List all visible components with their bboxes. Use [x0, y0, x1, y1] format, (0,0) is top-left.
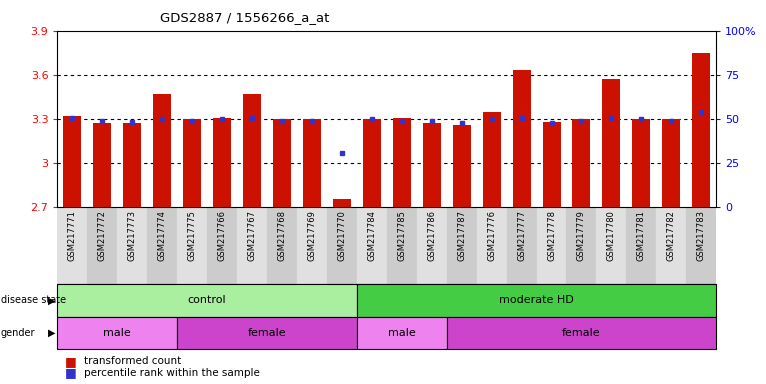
Bar [93, 123, 111, 207]
Bar [177, 317, 357, 349]
Text: moderate HD: moderate HD [499, 295, 574, 306]
Text: GSM217777: GSM217777 [517, 210, 526, 261]
Text: GSM217778: GSM217778 [547, 210, 556, 261]
Bar [327, 207, 357, 284]
Text: GSM217784: GSM217784 [368, 210, 376, 260]
Text: gender: gender [1, 328, 35, 338]
Text: ■: ■ [65, 355, 77, 368]
Text: GSM217769: GSM217769 [307, 210, 316, 260]
Bar [183, 119, 201, 207]
Bar [663, 119, 680, 207]
Bar [297, 207, 327, 284]
Text: GSM217776: GSM217776 [487, 210, 496, 261]
Bar [393, 118, 411, 207]
Text: female: female [247, 328, 286, 338]
Bar [602, 79, 620, 207]
Bar [656, 207, 686, 284]
Bar [207, 207, 237, 284]
Text: GSM217773: GSM217773 [128, 210, 137, 261]
Text: GDS2887 / 1556266_a_at: GDS2887 / 1556266_a_at [160, 12, 330, 25]
Bar [177, 207, 207, 284]
Text: ▶: ▶ [48, 328, 56, 338]
Bar [417, 207, 447, 284]
Bar [447, 207, 476, 284]
Bar [476, 207, 506, 284]
Bar [423, 123, 440, 207]
Text: GSM217768: GSM217768 [277, 210, 286, 261]
Bar [483, 112, 501, 207]
Bar [692, 53, 710, 207]
Bar [303, 119, 321, 207]
Text: GSM217766: GSM217766 [218, 210, 227, 261]
Bar [357, 207, 387, 284]
Bar [363, 119, 381, 207]
Bar [117, 207, 147, 284]
Text: GSM217774: GSM217774 [158, 210, 167, 260]
Text: ▶: ▶ [48, 295, 56, 306]
Bar [267, 207, 297, 284]
Bar [536, 207, 567, 284]
Bar [333, 199, 351, 207]
Text: transformed count: transformed count [84, 356, 182, 366]
Text: GSM217775: GSM217775 [188, 210, 197, 260]
Text: GSM217786: GSM217786 [427, 210, 437, 261]
Bar [57, 284, 357, 317]
Text: GSM217781: GSM217781 [637, 210, 646, 260]
Text: GSM217787: GSM217787 [457, 210, 466, 261]
Text: control: control [188, 295, 227, 306]
Bar [567, 207, 597, 284]
Bar [357, 284, 716, 317]
Text: percentile rank within the sample: percentile rank within the sample [84, 368, 260, 378]
Text: GSM217767: GSM217767 [247, 210, 257, 261]
Bar [357, 317, 447, 349]
Bar [633, 119, 650, 207]
Text: GSM217770: GSM217770 [337, 210, 346, 260]
Bar [387, 207, 417, 284]
Bar [64, 116, 81, 207]
Bar [686, 207, 716, 284]
Bar [453, 125, 470, 207]
Bar [57, 207, 87, 284]
Bar [597, 207, 627, 284]
Bar [237, 207, 267, 284]
Text: GSM217771: GSM217771 [68, 210, 77, 260]
Text: female: female [562, 328, 601, 338]
Bar [273, 119, 291, 207]
Text: male: male [103, 328, 131, 338]
Bar [153, 94, 172, 207]
Bar [123, 123, 141, 207]
Text: GSM217772: GSM217772 [98, 210, 107, 260]
Bar [147, 207, 177, 284]
Text: disease state: disease state [1, 295, 66, 306]
Text: GSM217783: GSM217783 [697, 210, 705, 261]
Bar [572, 119, 591, 207]
Bar [57, 317, 177, 349]
Text: ■: ■ [65, 366, 77, 379]
Text: GSM217785: GSM217785 [398, 210, 406, 260]
Bar [506, 207, 536, 284]
Text: GSM217779: GSM217779 [577, 210, 586, 260]
Bar [243, 94, 261, 207]
Bar [512, 70, 531, 207]
Bar [627, 207, 656, 284]
Text: GSM217782: GSM217782 [666, 210, 676, 260]
Text: GSM217780: GSM217780 [607, 210, 616, 260]
Bar [447, 317, 716, 349]
Bar [542, 122, 561, 207]
Bar [213, 118, 231, 207]
Text: male: male [388, 328, 416, 338]
Bar [87, 207, 117, 284]
